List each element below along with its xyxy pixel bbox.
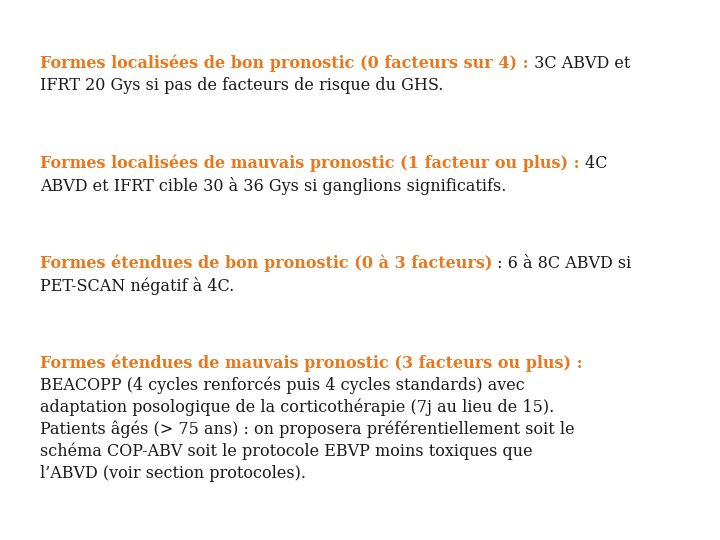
Text: ABVD et IFRT cible 30 à 36 Gys si ganglions significatifs.: ABVD et IFRT cible 30 à 36 Gys si gangli…	[40, 177, 506, 195]
Text: Formes localisées de mauvais pronostic (1 facteur ou plus) :: Formes localisées de mauvais pronostic (…	[40, 155, 580, 172]
Text: Formes étendues de bon pronostic (0 à 3 facteurs): Formes étendues de bon pronostic (0 à 3 …	[40, 255, 492, 273]
Text: Formes étendues de mauvais pronostic (3 facteurs ou plus) :: Formes étendues de mauvais pronostic (3 …	[40, 355, 582, 373]
Text: Patients âgés (> 75 ans) : on proposera préférentiellement soit le: Patients âgés (> 75 ans) : on proposera …	[40, 421, 575, 438]
Text: l’ABVD (voir section protocoles).: l’ABVD (voir section protocoles).	[40, 465, 306, 482]
Text: BEACOPP (4 cycles renforcés puis 4 cycles standards) avec: BEACOPP (4 cycles renforcés puis 4 cycle…	[40, 377, 525, 395]
Text: adaptation posologique de la corticothérapie (7j au lieu de 15).: adaptation posologique de la corticothér…	[40, 399, 554, 416]
Text: schéma COP-ABV soit le protocole EBVP moins toxiques que: schéma COP-ABV soit le protocole EBVP mo…	[40, 443, 533, 461]
Text: PET-SCAN négatif à 4C.: PET-SCAN négatif à 4C.	[40, 277, 234, 295]
Text: : 6 à 8C ABVD si: : 6 à 8C ABVD si	[492, 255, 631, 272]
Text: 3C ABVD et: 3C ABVD et	[528, 55, 630, 72]
Text: Formes localisées de bon pronostic (0 facteurs sur 4) :: Formes localisées de bon pronostic (0 fa…	[40, 55, 528, 72]
Text: 4C: 4C	[580, 155, 607, 172]
Text: IFRT 20 Gys si pas de facteurs de risque du GHS.: IFRT 20 Gys si pas de facteurs de risque…	[40, 77, 444, 94]
